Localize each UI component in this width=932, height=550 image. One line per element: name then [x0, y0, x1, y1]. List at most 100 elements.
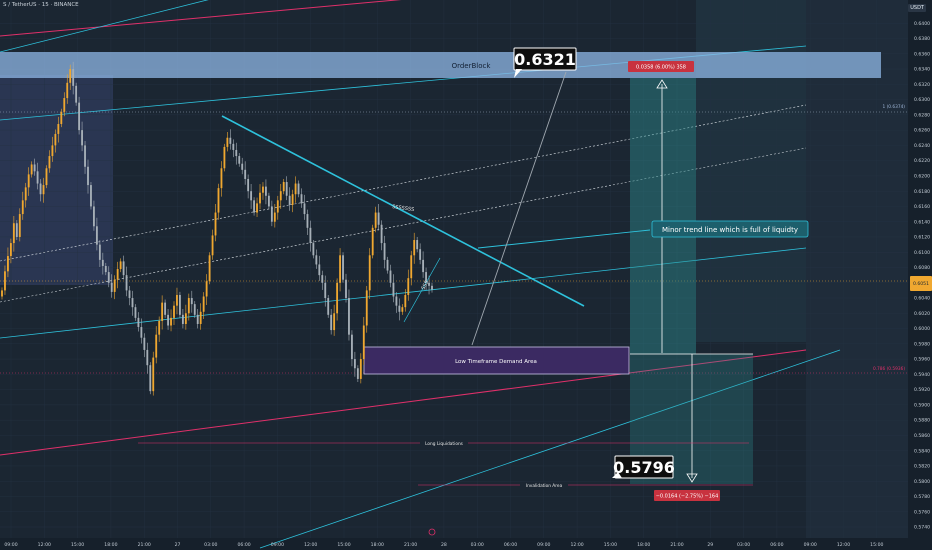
candle-body — [422, 259, 425, 273]
candle-body — [110, 282, 113, 292]
candle-body — [282, 182, 285, 192]
candle-body — [365, 290, 368, 326]
candle-body — [425, 272, 427, 283]
candle-body — [95, 226, 98, 245]
candlestick-series — [1, 61, 433, 396]
candle-body — [265, 186, 267, 196]
candle-body — [383, 243, 386, 260]
candle-body — [190, 298, 193, 305]
candle-body — [229, 137, 232, 144]
candle-body — [321, 275, 324, 283]
y-tick-label: 0.6160 — [914, 204, 930, 210]
candle-body — [184, 313, 187, 324]
stop-arrow-head — [686, 473, 698, 483]
candle-body — [131, 298, 134, 308]
demand-area-label: Low Timeframe Demand Area — [455, 359, 537, 365]
orderblock-zone[interactable] — [0, 52, 881, 78]
long-liquidations-label-bg — [420, 439, 468, 447]
time-axis[interactable]: 09:00 12:00 15:00 18:00 21:00 27 03:00 06:00 09:… — [4, 542, 883, 548]
candle-body — [232, 143, 235, 150]
candle-body — [90, 185, 92, 207]
event-flag-icon[interactable] — [428, 528, 436, 536]
descending-trend-line[interactable] — [221, 115, 585, 307]
candle-body — [270, 206, 273, 222]
y-tick-label: 0.6380 — [914, 36, 930, 42]
candle-body — [211, 235, 214, 256]
currency-label: USDT — [908, 4, 926, 12]
candle-body — [267, 195, 270, 207]
candle-body — [395, 296, 398, 306]
y-tick-label: 0.5740 — [914, 525, 930, 531]
x-tick-label: 15:00 — [870, 542, 883, 548]
candle-body — [167, 314, 169, 326]
x-tick-label: 21:00 — [404, 542, 417, 548]
candle-body — [72, 69, 75, 86]
y-tick-label: 0.5980 — [914, 341, 930, 347]
candle-body — [173, 305, 175, 318]
y-tick-label: 0.5940 — [914, 372, 930, 378]
x-tick-label: 15:00 — [604, 542, 617, 548]
y-tick-label: 0.6140 — [914, 219, 930, 225]
channel-bottom-cyan-line — [259, 349, 841, 549]
candle-body — [119, 261, 122, 270]
candle-body — [276, 200, 279, 213]
candle-body — [386, 259, 389, 271]
candle-body — [101, 259, 104, 266]
candle-body — [81, 130, 83, 146]
candle-body — [87, 166, 89, 186]
candle-body — [339, 255, 341, 283]
candle-body — [113, 279, 116, 292]
x-tick-label: 03:00 — [471, 542, 484, 548]
candle-body — [104, 265, 107, 273]
candle-body — [42, 185, 45, 195]
candle-body — [288, 195, 291, 205]
invalidation-label-bg — [520, 481, 568, 489]
x-tick-label: 18:00 — [371, 542, 384, 548]
candle-body — [377, 212, 380, 225]
x-tick-label: 06:00 — [770, 542, 783, 548]
y-tick-label: 0.6240 — [914, 143, 930, 149]
candle-body — [235, 149, 238, 157]
demand-area-zone[interactable] — [363, 346, 630, 375]
y-tick-label: 0.5780 — [914, 494, 930, 500]
candle-body — [351, 334, 353, 360]
candle-body — [374, 212, 377, 228]
y-tick-label: 0.5880 — [914, 418, 930, 424]
candle-body — [170, 317, 172, 326]
candle-body — [66, 82, 69, 99]
candle-body — [48, 156, 51, 169]
y-tick-label: 0.5840 — [914, 448, 930, 454]
middle-dotted-line — [0, 147, 807, 303]
y-tick-label: 0.6120 — [914, 235, 930, 241]
candle-body — [259, 192, 261, 204]
candle-body — [389, 270, 392, 283]
price-axis[interactable]: 0.6400 0.6380 0.6360 0.6340 0.6320 0.6300 0.62… — [914, 21, 930, 531]
x-tick-label: 06:00 — [237, 542, 250, 548]
minor-trend-callout — [651, 220, 809, 238]
y-tick-label: 0.5900 — [914, 402, 930, 408]
target-profit-zone[interactable] — [630, 78, 696, 354]
candle-body — [21, 200, 24, 215]
candle-body — [223, 146, 226, 169]
bear-stats-text: −0.0164 (−2.75%) −164 — [656, 494, 719, 500]
price-scale-panel — [908, 0, 932, 550]
candle-body — [214, 212, 217, 236]
candle-body — [98, 244, 101, 260]
y-tick-label: 0.6200 — [914, 174, 930, 180]
channel-mid-cyan-line — [0, 247, 807, 339]
x-tick-label: 09:00 — [804, 542, 817, 548]
candle-body — [327, 298, 330, 315]
orderblock-label: OrderBlock — [452, 62, 492, 70]
candle-body — [413, 240, 416, 256]
candle-body — [416, 240, 419, 250]
y-tick-label: 0.5960 — [914, 357, 930, 363]
x-tick-label: 27 — [175, 542, 181, 548]
current-price-text: 0.6051 — [913, 281, 929, 287]
candle-body — [155, 334, 158, 358]
candle-body — [303, 203, 306, 215]
minor-trend-label: Minor trend line which is full of liquid… — [662, 226, 798, 234]
candle-body — [15, 223, 18, 237]
right-dark-zone — [806, 0, 908, 538]
candle-body — [84, 145, 86, 167]
